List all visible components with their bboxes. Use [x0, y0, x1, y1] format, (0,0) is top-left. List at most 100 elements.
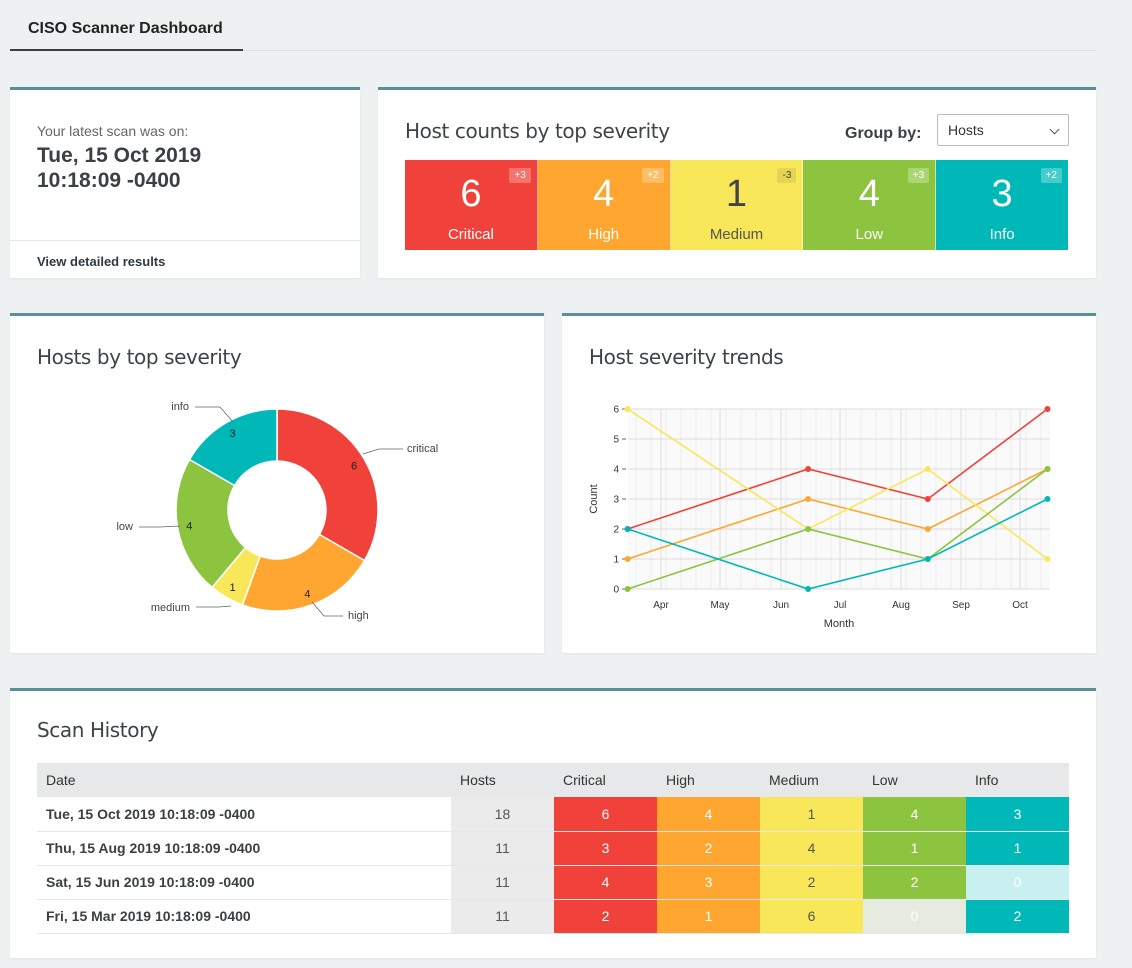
critical-cell: 2 [554, 899, 657, 934]
trend-data-point[interactable] [924, 526, 931, 532]
scan-history-card: Scan History Date Hosts Critical High Medium… [10, 688, 1096, 958]
low-cell: 4 [863, 797, 966, 832]
y-tick-label: 2 [613, 525, 619, 536]
table-row[interactable]: Fri, 15 Mar 2019 10:18:09 -0400 11 2 1 6 0 2 [37, 899, 1069, 934]
severity-label: Medium [709, 226, 764, 243]
trend-data-point[interactable] [624, 406, 631, 412]
trend-data-point[interactable] [624, 586, 631, 592]
x-tick-label: Jul [834, 600, 847, 611]
high-cell: 4 [657, 797, 760, 832]
group-by-value: Hosts [948, 122, 984, 138]
info-cell: 2 [966, 899, 1069, 934]
tab-ciso-scanner-dashboard[interactable]: CISO Scanner Dashboard [10, 0, 243, 51]
trend-data-point[interactable] [624, 526, 631, 532]
severity-delta-badge: +3 [907, 168, 930, 183]
donut-leader-line [362, 448, 403, 455]
x-tick-label: Apr [653, 600, 669, 611]
y-tick-label: 4 [613, 465, 619, 476]
severity-label: Critical [447, 226, 494, 243]
table-row[interactable]: Tue, 15 Oct 2019 10:18:09 -0400 18 6 4 1 4 3 [37, 797, 1069, 832]
high-cell: 2 [657, 831, 760, 866]
trend-data-point[interactable] [1044, 406, 1051, 412]
group-by-label: Group by: [845, 125, 922, 142]
scan-date-cell: Fri, 15 Mar 2019 10:18:09 -0400 [37, 899, 451, 934]
critical-cell: 4 [554, 865, 657, 900]
medium-cell: 2 [760, 865, 863, 900]
severity-label: Low [855, 226, 884, 243]
donut-chart: 6 critical 4 high 1 medium 4 low 3 info [116, 401, 438, 622]
low-cell: 0 [863, 899, 966, 934]
hosts-cell: 11 [451, 899, 554, 934]
donut-leader-line [311, 601, 343, 617]
severity-count: 6 [460, 173, 482, 215]
trend-data-point[interactable] [1044, 496, 1051, 502]
donut-slice-info[interactable] [188, 408, 278, 487]
severity-count: 3 [991, 173, 1013, 215]
scan-date-cell: Thu, 15 Aug 2019 10:18:09 -0400 [37, 831, 451, 866]
severity-delta-badge: +2 [1040, 168, 1062, 183]
donut-leader-line [195, 406, 234, 423]
donut-slice-low[interactable] [175, 458, 247, 589]
y-tick-label: 5 [613, 435, 619, 446]
table-header-row: Date Hosts Critical High Medium Low Info [37, 763, 1069, 797]
medium-cell: 1 [760, 797, 863, 832]
medium-cell: 6 [760, 899, 863, 934]
severity-delta-badge: +2 [642, 168, 664, 183]
hosts-cell: 11 [451, 831, 554, 866]
severity-delta-badge: -3 [777, 168, 797, 183]
donut-slice-critical[interactable] [276, 408, 379, 562]
trend-data-point[interactable] [1044, 556, 1051, 562]
hosts-cell: 18 [451, 797, 554, 832]
high-cell: 1 [657, 899, 760, 934]
critical-cell: 3 [554, 831, 657, 866]
trend-data-point[interactable] [924, 466, 931, 472]
trend-data-point[interactable] [805, 466, 812, 472]
trend-data-point[interactable] [805, 496, 812, 502]
trend-series-line-0[interactable] [627, 408, 1048, 530]
high-cell: 3 [657, 865, 760, 900]
trend-series-line-4[interactable] [627, 498, 1048, 590]
scan-date-cell: Sat, 15 Jun 2019 10:18:09 -0400 [37, 865, 451, 900]
donut-value-label: 4 [186, 520, 192, 532]
trend-data-point[interactable] [805, 586, 812, 592]
severity-box-high[interactable]: 4 High +2 [537, 160, 671, 250]
trend-data-point[interactable] [624, 556, 631, 562]
latest-scan-label: Your latest scan was on: [37, 123, 189, 139]
table-row[interactable]: Sat, 15 Jun 2019 10:18:09 -0400 11 4 3 2 2 0 [37, 865, 1069, 900]
table-row[interactable]: Thu, 15 Aug 2019 10:18:09 -0400 11 3 2 4 1 1 [37, 831, 1069, 866]
severity-box-low[interactable]: 4 Low +3 [803, 160, 937, 250]
hosts-cell: 11 [451, 865, 554, 900]
severity-box-medium[interactable]: 1 Medium -3 [670, 160, 804, 250]
host-counts-title: Host counts by top severity [405, 119, 670, 143]
trend-data-point[interactable] [924, 496, 931, 502]
severity-trends-card: Host severity trends 0 1 2 3 4 5 6 Apr May Jun Jul… [562, 313, 1096, 653]
donut-slice-high[interactable] [241, 533, 366, 612]
trend-series-line-1[interactable] [627, 468, 1048, 560]
group-by-select[interactable]: Hosts [937, 114, 1069, 146]
trend-data-point[interactable] [1044, 466, 1051, 472]
severity-box-critical[interactable]: 6 Critical +3 [405, 160, 538, 250]
y-tick-label: 1 [613, 555, 619, 566]
trend-data-point[interactable] [805, 526, 812, 532]
severity-label: High [588, 226, 620, 243]
low-cell: 2 [863, 865, 966, 900]
y-tick-label: 0 [613, 585, 619, 596]
trend-data-point[interactable] [924, 556, 931, 562]
donut-category-label: medium [151, 602, 190, 614]
severity-box-info[interactable]: 3 Info +2 [936, 160, 1068, 250]
donut-value-label: 3 [229, 428, 235, 440]
column-header-date: Date [37, 763, 451, 797]
view-detailed-results-link[interactable]: View detailed results [37, 254, 166, 269]
donut-value-label: 1 [229, 582, 235, 594]
column-header-critical: Critical [554, 763, 657, 797]
severity-count: 1 [725, 173, 748, 215]
divider [10, 240, 360, 241]
trend-line-chart: 0 1 2 3 4 5 6 Apr May Jun Jul Aug Sep Oct Month Count [588, 405, 1051, 630]
donut-value-label: 6 [351, 461, 357, 473]
y-tick-label: 3 [613, 495, 619, 506]
latest-scan-date-line2: 10:18:09 -0400 [37, 169, 181, 192]
low-cell: 1 [863, 831, 966, 866]
x-tick-label: Aug [892, 600, 910, 611]
x-tick-label: May [711, 600, 730, 611]
x-tick-label: Sep [952, 600, 970, 611]
